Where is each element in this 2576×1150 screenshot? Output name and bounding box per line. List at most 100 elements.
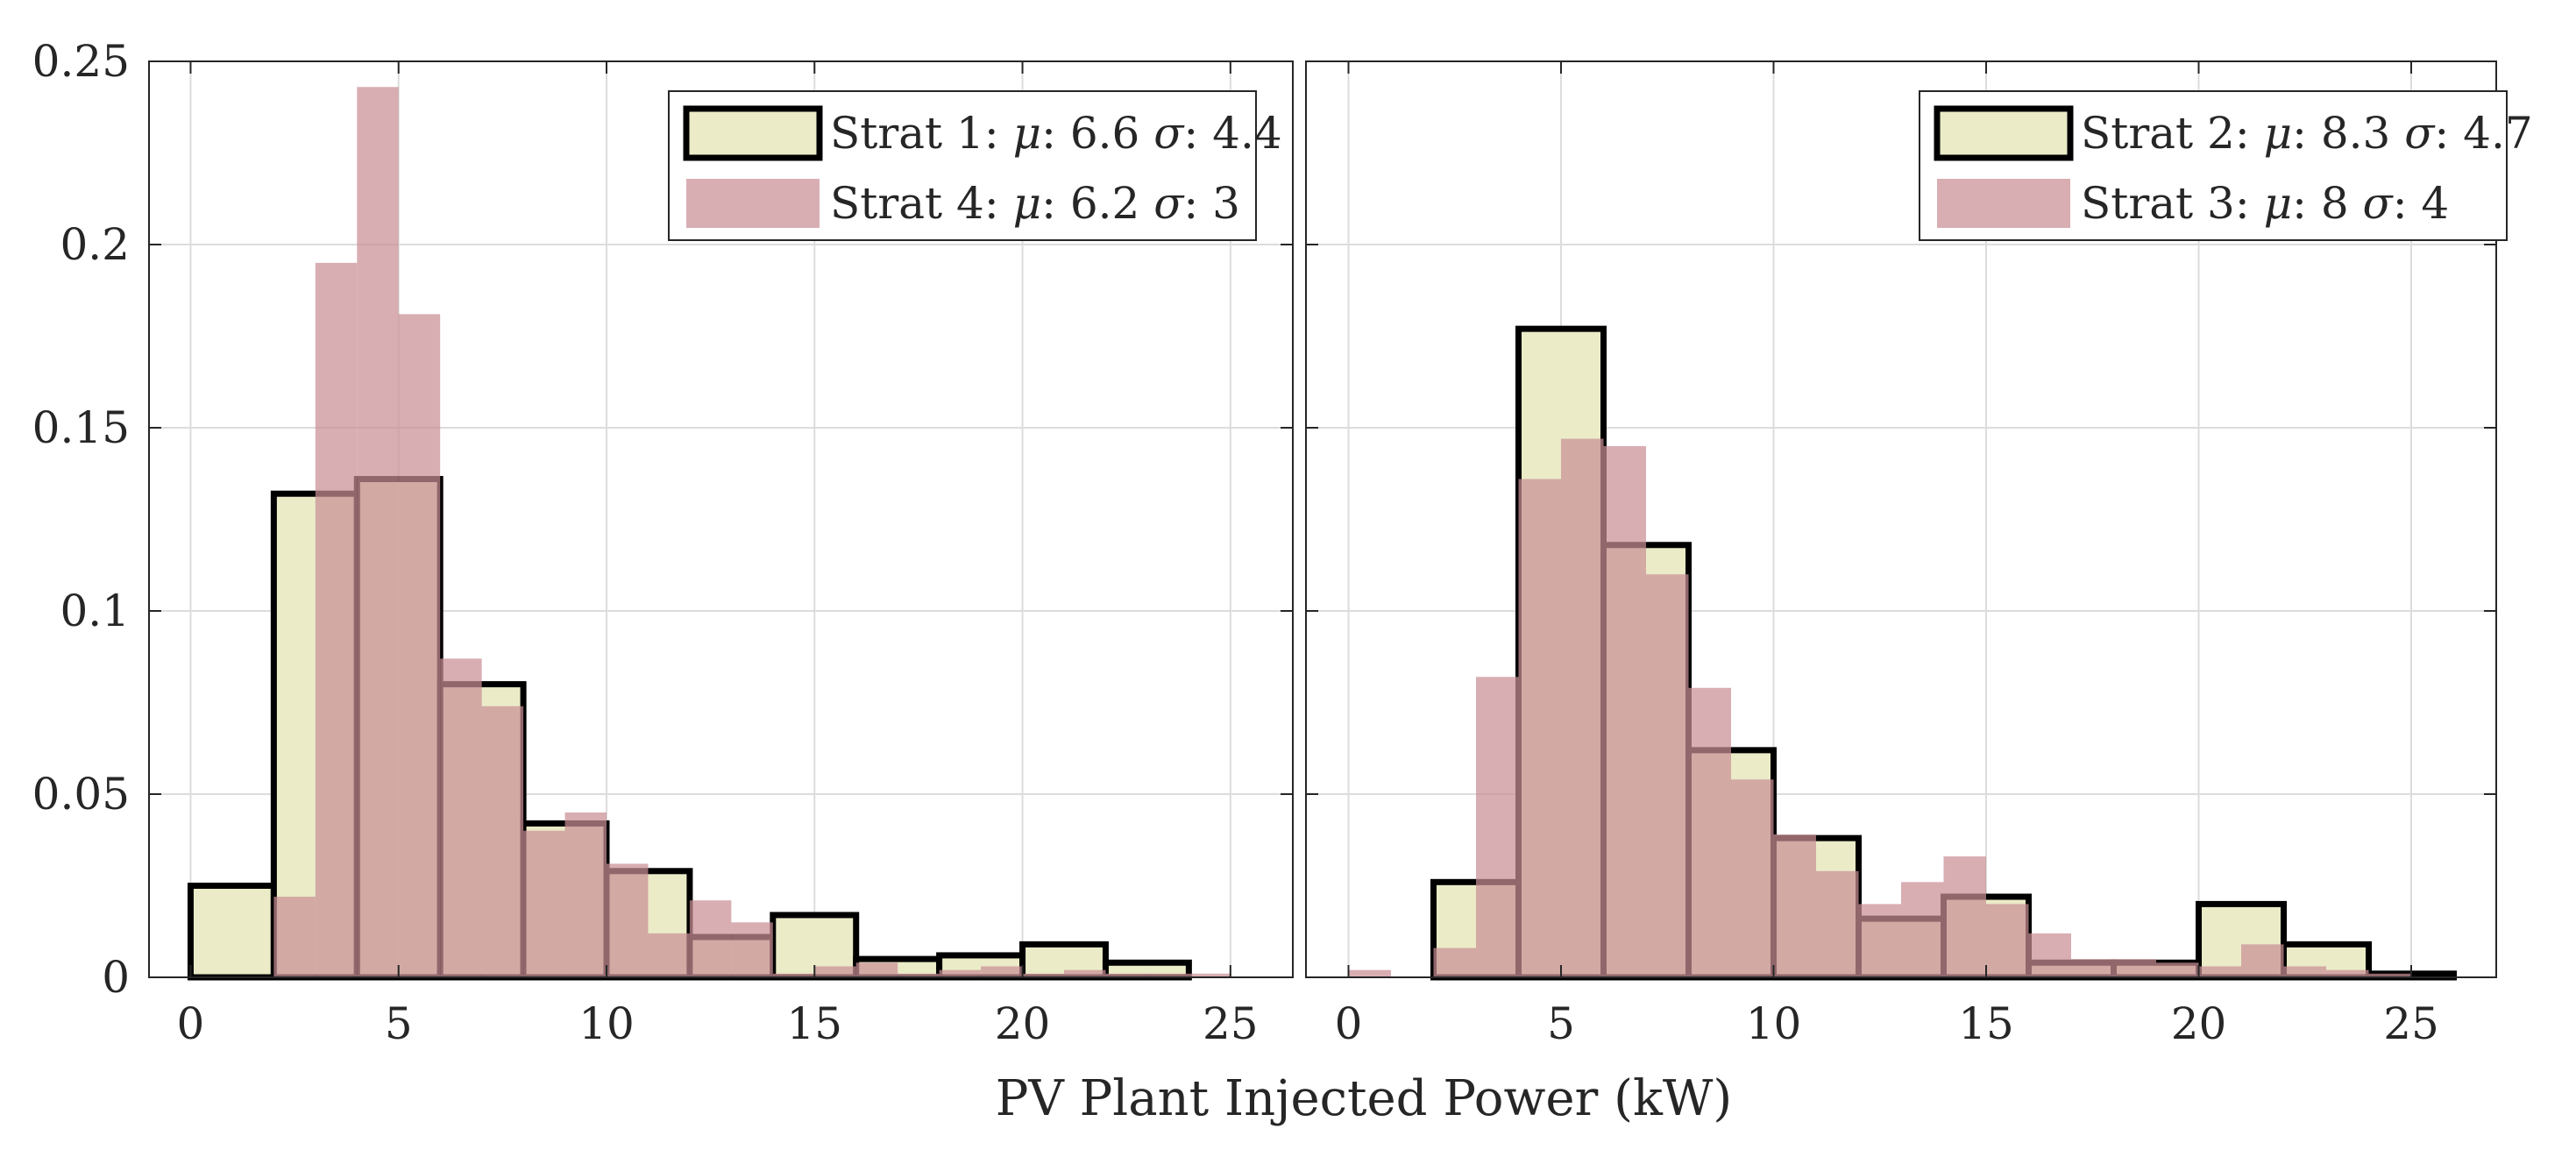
x-tick-label: 15 bbox=[1958, 998, 2014, 1049]
histogram-bar bbox=[1064, 969, 1106, 977]
histogram-bar bbox=[315, 262, 358, 977]
legend-text-part: Strat 1: bbox=[830, 108, 1013, 159]
histogram-bar bbox=[2113, 959, 2156, 977]
histogram-bar bbox=[1189, 973, 1231, 977]
legend-text-part: σ bbox=[2404, 108, 2436, 159]
y-tick-label: 0 bbox=[102, 952, 130, 1003]
histogram-bar bbox=[357, 87, 399, 977]
histogram-bar bbox=[731, 922, 773, 977]
histogram-bar bbox=[1773, 834, 1816, 977]
histogram-bar bbox=[1348, 969, 1391, 977]
histogram-bar bbox=[689, 900, 732, 977]
histogram-bar bbox=[1731, 779, 1774, 977]
histogram-bar bbox=[772, 973, 815, 977]
x-tick-label: 20 bbox=[2171, 998, 2227, 1049]
histogram-bar bbox=[481, 706, 524, 977]
chart-panel-left: 0 5 10 15 20 25 0 0.05 0.1 0.15 0.2 0.25 Strat 1: μ:… bbox=[32, 36, 1294, 1049]
histogram-bar bbox=[187, 883, 277, 981]
axes-box bbox=[148, 60, 1294, 978]
x-tick-label: 15 bbox=[786, 998, 842, 1049]
histogram-bar bbox=[1561, 438, 1604, 977]
legend-text-part: : 6.2 bbox=[1041, 178, 1153, 229]
histogram-bar bbox=[814, 966, 856, 977]
x-tick-label: 25 bbox=[1203, 998, 1259, 1049]
histogram-bar bbox=[1146, 973, 1189, 977]
y-tick-label: 0.05 bbox=[32, 769, 130, 820]
histogram-bar bbox=[1105, 973, 1147, 977]
legend-text-part: Strat 4: bbox=[830, 178, 1013, 229]
legend-swatch bbox=[1937, 179, 2070, 228]
legend-text-part: : 4 bbox=[2393, 178, 2450, 229]
x-axis-label: PV Plant Injected Power (kW) bbox=[996, 1070, 1733, 1127]
legend-text-part: μ bbox=[1013, 108, 1042, 159]
legend-text-part: : 8 bbox=[2292, 178, 2362, 229]
legend-swatch bbox=[683, 105, 823, 161]
histogram-bar bbox=[648, 933, 690, 977]
histogram-bar bbox=[1986, 904, 2029, 977]
legend-text-part: : 4.7 bbox=[2434, 108, 2532, 159]
histogram-bar bbox=[855, 962, 898, 977]
histogram-bar bbox=[2156, 962, 2199, 977]
histogram-bar bbox=[1022, 973, 1064, 977]
histogram-bar bbox=[2326, 969, 2369, 977]
legend-text-part: μ bbox=[2264, 178, 2293, 229]
histogram-bar bbox=[1816, 870, 1859, 977]
x-tick-label: 0 bbox=[177, 998, 205, 1049]
histogram-bar bbox=[1646, 574, 1689, 977]
legend-entry: Strat 3: μ: 8 σ: 4 bbox=[2081, 178, 2449, 229]
legend-entry: Strat 4: μ: 6.2 σ: 3 bbox=[830, 178, 1240, 229]
x-tick-label: 25 bbox=[2383, 998, 2439, 1049]
histogram-bar bbox=[398, 314, 441, 977]
x-tick-label: 10 bbox=[1746, 998, 1802, 1049]
y-tick-label: 0.1 bbox=[60, 586, 130, 636]
x-tick-label: 10 bbox=[578, 998, 635, 1049]
histogram-bar bbox=[1518, 479, 1561, 977]
histogram-bar bbox=[2283, 966, 2326, 977]
x-tick-label: 5 bbox=[1547, 998, 1575, 1049]
legend-text-part: μ bbox=[1013, 178, 1042, 229]
histogram-bar bbox=[1688, 687, 1731, 977]
legend-text-part: σ bbox=[1153, 178, 1185, 229]
panels: 0 5 10 15 20 25 0 0.05 0.1 0.15 0.2 0.25 Strat 1: μ:… bbox=[32, 36, 2533, 1049]
histogram-bar bbox=[564, 812, 607, 977]
y-tick-label: 0.2 bbox=[60, 219, 130, 270]
x-tick-label: 5 bbox=[385, 998, 413, 1049]
histogram-bar bbox=[1476, 677, 1519, 977]
legend-entry: Strat 1: μ: 6.6 σ: 4.4 bbox=[830, 108, 1282, 159]
series-strat-3 bbox=[1348, 438, 2411, 977]
chart-panel-right: 0 5 10 15 20 25 Strat 2: μ: 8.3 σ: 4.7 Strat 3:… bbox=[1305, 60, 2533, 1049]
x-tick-label: 20 bbox=[995, 998, 1051, 1049]
legend-swatch bbox=[686, 179, 820, 228]
x-tick-label: 0 bbox=[1335, 998, 1363, 1049]
histogram-bar bbox=[898, 973, 940, 977]
histogram-bar bbox=[440, 658, 482, 977]
legend-text-part: Strat 2: bbox=[2081, 108, 2264, 159]
legend-text-part: : 3 bbox=[1183, 178, 1240, 229]
legend-text-part: : 6.6 bbox=[1041, 108, 1153, 159]
histogram-bar bbox=[2028, 933, 2071, 977]
histogram-bar bbox=[939, 969, 982, 977]
histogram-bar bbox=[607, 863, 649, 977]
legend-text-part: : 4.4 bbox=[1183, 108, 1281, 159]
series-strat-4 bbox=[273, 87, 1231, 977]
legend-text-part: Strat 3: bbox=[2081, 178, 2264, 229]
histogram-bar bbox=[523, 830, 565, 977]
histogram-bar bbox=[1603, 445, 1646, 977]
y-tick-label: 0.15 bbox=[32, 402, 130, 453]
legend-text-part: μ bbox=[2264, 108, 2293, 159]
histogram-bar bbox=[1943, 856, 1986, 977]
legend-text-part: σ bbox=[1153, 108, 1185, 159]
legend-entry: Strat 2: μ: 8.3 σ: 4.7 bbox=[2081, 108, 2533, 159]
histogram-bar bbox=[2368, 973, 2411, 977]
histogram-bar bbox=[1858, 904, 1901, 977]
legend-text-part: σ bbox=[2363, 178, 2395, 229]
histogram-bar bbox=[2241, 944, 2284, 977]
histogram-bar bbox=[273, 897, 316, 977]
histogram-bar bbox=[981, 966, 1023, 977]
histogram-bar bbox=[1901, 882, 1944, 977]
histogram-bar bbox=[1433, 948, 1476, 977]
legend-swatch bbox=[1934, 105, 2074, 161]
